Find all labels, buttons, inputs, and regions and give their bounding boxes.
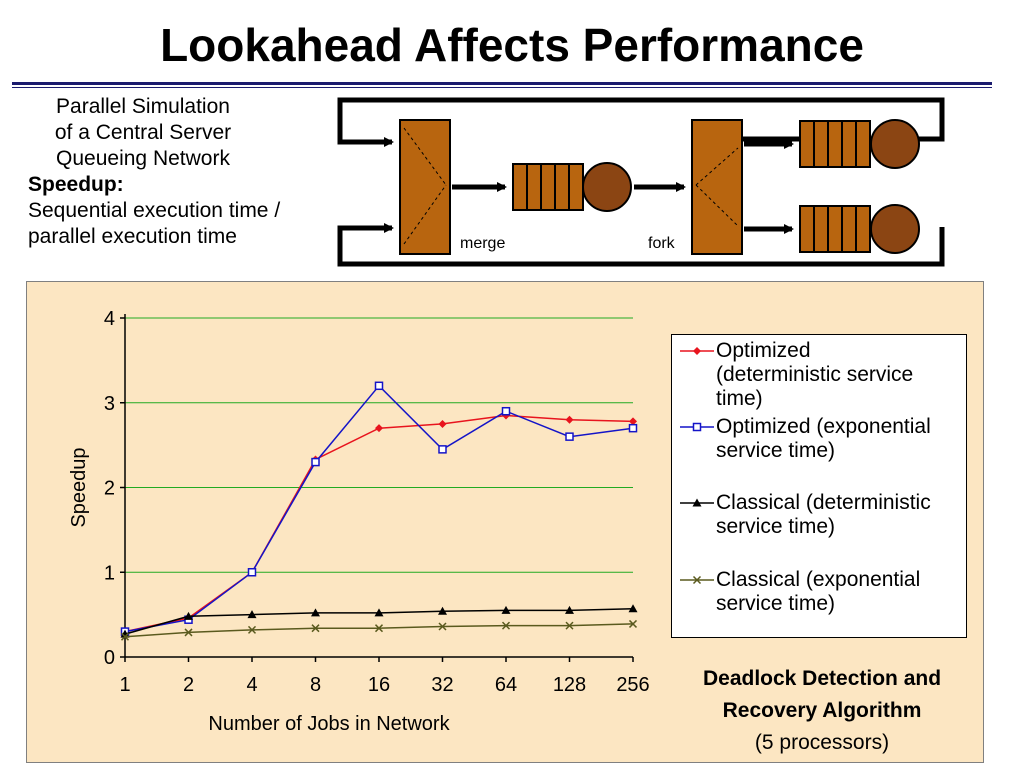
- intro-line-3: Queueing Network: [56, 147, 230, 170]
- legend-label-line: service time): [716, 515, 836, 538]
- data-point: [501, 605, 511, 614]
- x-tick-label: 64: [495, 674, 517, 696]
- data-point: [374, 624, 384, 633]
- data-point: [311, 608, 320, 617]
- legend-marker-optimized-deterministic: [680, 347, 714, 355]
- chart-panel: 0 1 2 3 4 1 2 4 8 16 32 64 128 256 Number of Jobs in N…: [26, 281, 984, 763]
- data-point: [374, 381, 384, 391]
- y-tick-label: 2: [104, 478, 115, 500]
- x-axis-label: Number of Jobs in Network: [208, 713, 450, 735]
- data-point: [565, 621, 574, 630]
- series-line: [124, 623, 634, 638]
- y-tick-label: 1: [104, 562, 115, 584]
- legend-label-line: service time): [716, 592, 836, 615]
- data-point: [501, 406, 511, 416]
- x-tick-label: 256: [616, 674, 649, 696]
- legend-label-line: Optimized (exponential: [716, 415, 931, 438]
- series-line: [124, 384, 634, 633]
- legend-label-line: Classical (exponential: [716, 568, 921, 591]
- central-queue: [512, 163, 584, 211]
- central-server: [582, 162, 632, 212]
- speedup-definition-1: Sequential execution time /: [28, 199, 281, 222]
- x-tick-label: 128: [553, 674, 586, 696]
- caption-line-1: Deadlock Detection and: [702, 667, 942, 690]
- fork-box: [691, 119, 743, 255]
- merge-dashed-line-lower: [403, 184, 447, 245]
- y-tick-label: 4: [104, 308, 115, 330]
- data-point: [184, 628, 193, 637]
- data-point: [629, 417, 637, 426]
- data-point: [247, 610, 257, 619]
- y-tick-label: 3: [104, 393, 115, 415]
- data-point: [565, 432, 574, 441]
- feedback-loop-bottom: [337, 223, 945, 267]
- speedup-definition-2: parallel execution time: [28, 225, 237, 248]
- data-point: [628, 604, 638, 613]
- data-point: [120, 632, 130, 641]
- legend-label-line: Classical (deterministic: [716, 491, 931, 514]
- upper-server: [870, 119, 920, 169]
- lower-queue: [799, 205, 871, 253]
- data-point: [120, 629, 130, 638]
- legend-label-line: service time): [716, 439, 836, 462]
- x-tick-label: 8: [310, 674, 321, 696]
- fork-label: fork: [648, 235, 676, 252]
- data-point: [565, 605, 574, 614]
- chart-caption: Deadlock Detection and Recovery Algorith…: [671, 663, 973, 759]
- data-point: [565, 415, 574, 424]
- legend-label-line: (deterministic service: [716, 363, 914, 386]
- data-point: [628, 619, 638, 628]
- x-tick-label: 16: [368, 674, 390, 696]
- data-point: [247, 625, 257, 634]
- data-point: [628, 423, 638, 433]
- data-point: [438, 622, 447, 631]
- y-tick-label: 0: [104, 647, 115, 669]
- legend-label-line: Optimized: [716, 339, 811, 362]
- data-point: [247, 568, 257, 577]
- intro-line-2: of a Central Server: [54, 121, 232, 144]
- intro-line-1: Parallel Simulation: [56, 95, 230, 118]
- data-point: [311, 624, 320, 633]
- data-point: [375, 424, 383, 433]
- legend-label-line: time): [716, 387, 763, 410]
- legend-marker-classical-deterministic: [680, 498, 714, 507]
- title-divider: [12, 82, 992, 88]
- x-tick-label: 4: [246, 674, 257, 696]
- caption-line-2: Recovery Algorithm: [722, 699, 922, 722]
- data-point: [374, 608, 384, 617]
- legend-marker-optimized-exponential: [680, 422, 714, 432]
- merge-box: [399, 119, 451, 255]
- upper-queue: [799, 120, 871, 168]
- legend-marker-classical-exponential: [680, 575, 714, 585]
- y-axis-label: Speedup: [68, 447, 90, 527]
- chart-legend: Optimized (deterministic service time) O…: [671, 334, 967, 638]
- caption-line-3: (5 processors): [754, 731, 890, 754]
- data-point: [438, 606, 447, 615]
- speedup-label: Speedup:: [28, 173, 124, 196]
- x-tick-label: 1: [119, 674, 130, 696]
- data-point: [501, 621, 511, 630]
- slide-title: Lookahead Affects Performance: [160, 19, 864, 71]
- lower-server: [870, 204, 920, 254]
- data-point: [438, 419, 447, 428]
- data-point: [438, 445, 447, 454]
- fork-dashed-line-lower: [695, 184, 739, 227]
- x-tick-label: 32: [431, 674, 453, 696]
- series-line: [124, 414, 634, 633]
- data-point: [184, 611, 193, 620]
- queueing-network-diagram: merge fork: [337, 97, 945, 267]
- intro-text: Parallel Simulation of a Central Server …: [28, 94, 348, 250]
- merge-label: merge: [460, 235, 505, 252]
- x-tick-label: 2: [183, 674, 194, 696]
- data-point: [311, 457, 320, 467]
